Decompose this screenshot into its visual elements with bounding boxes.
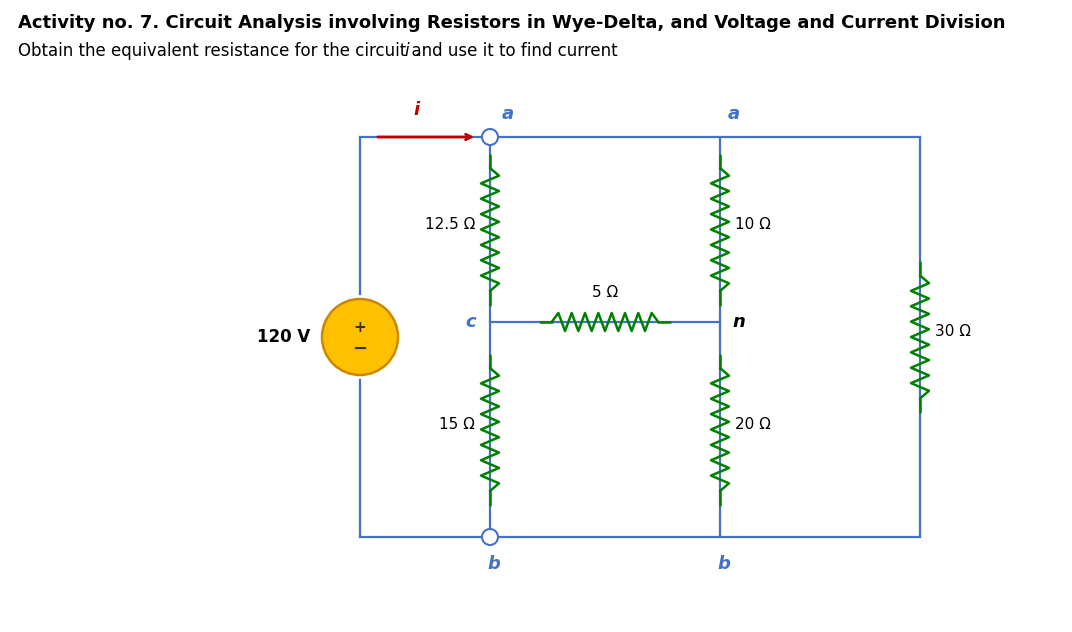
Text: a: a [502, 105, 515, 123]
Text: 20 Ω: 20 Ω [735, 417, 771, 432]
Text: i: i [404, 42, 408, 60]
Circle shape [482, 529, 498, 545]
Text: n: n [732, 313, 745, 331]
Text: +: + [354, 320, 367, 334]
Text: 10 Ω: 10 Ω [735, 217, 771, 232]
Circle shape [322, 299, 398, 375]
Text: 15 Ω: 15 Ω [440, 417, 475, 432]
Text: Activity no. 7. Circuit Analysis involving Resistors in Wye-Delta, and Voltage a: Activity no. 7. Circuit Analysis involvi… [18, 14, 1006, 32]
Text: 30 Ω: 30 Ω [935, 324, 971, 339]
Text: 5 Ω: 5 Ω [592, 285, 619, 300]
Text: b: b [717, 555, 730, 573]
Text: 120 V: 120 V [257, 328, 310, 346]
Text: 12.5 Ω: 12.5 Ω [425, 217, 475, 232]
Text: −: − [353, 340, 368, 358]
Text: a: a [728, 105, 740, 123]
Circle shape [482, 129, 498, 145]
Text: i: i [413, 101, 419, 119]
Text: c: c [465, 313, 476, 331]
Text: b: b [488, 555, 501, 573]
Text: .: . [414, 42, 419, 60]
Text: Obtain the equivalent resistance for the circuit and use it to find current: Obtain the equivalent resistance for the… [18, 42, 623, 60]
